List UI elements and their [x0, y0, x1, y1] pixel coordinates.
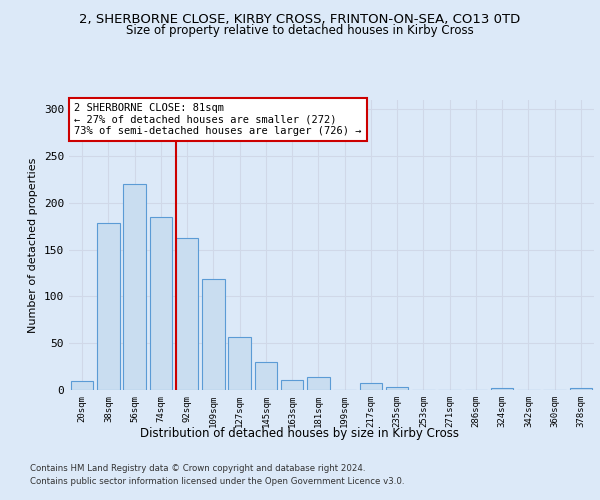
Y-axis label: Number of detached properties: Number of detached properties: [28, 158, 38, 332]
Bar: [255, 362, 277, 390]
Bar: [570, 388, 592, 390]
Bar: [202, 278, 224, 390]
Bar: [229, 336, 251, 390]
Bar: [124, 184, 146, 390]
Text: 2, SHERBORNE CLOSE, KIRBY CROSS, FRINTON-ON-SEA, CO13 0TD: 2, SHERBORNE CLOSE, KIRBY CROSS, FRINTON…: [79, 12, 521, 26]
Bar: [150, 217, 172, 390]
Text: Contains HM Land Registry data © Crown copyright and database right 2024.: Contains HM Land Registry data © Crown c…: [30, 464, 365, 473]
Bar: [386, 387, 408, 390]
Bar: [281, 380, 303, 390]
Bar: [360, 384, 382, 390]
Text: 2 SHERBORNE CLOSE: 81sqm
← 27% of detached houses are smaller (272)
73% of semi-: 2 SHERBORNE CLOSE: 81sqm ← 27% of detach…: [74, 103, 362, 136]
Bar: [176, 238, 198, 390]
Bar: [97, 224, 119, 390]
Bar: [491, 388, 513, 390]
Text: Distribution of detached houses by size in Kirby Cross: Distribution of detached houses by size …: [140, 428, 460, 440]
Bar: [71, 380, 93, 390]
Bar: [307, 377, 329, 390]
Text: Contains public sector information licensed under the Open Government Licence v3: Contains public sector information licen…: [30, 477, 404, 486]
Text: Size of property relative to detached houses in Kirby Cross: Size of property relative to detached ho…: [126, 24, 474, 37]
